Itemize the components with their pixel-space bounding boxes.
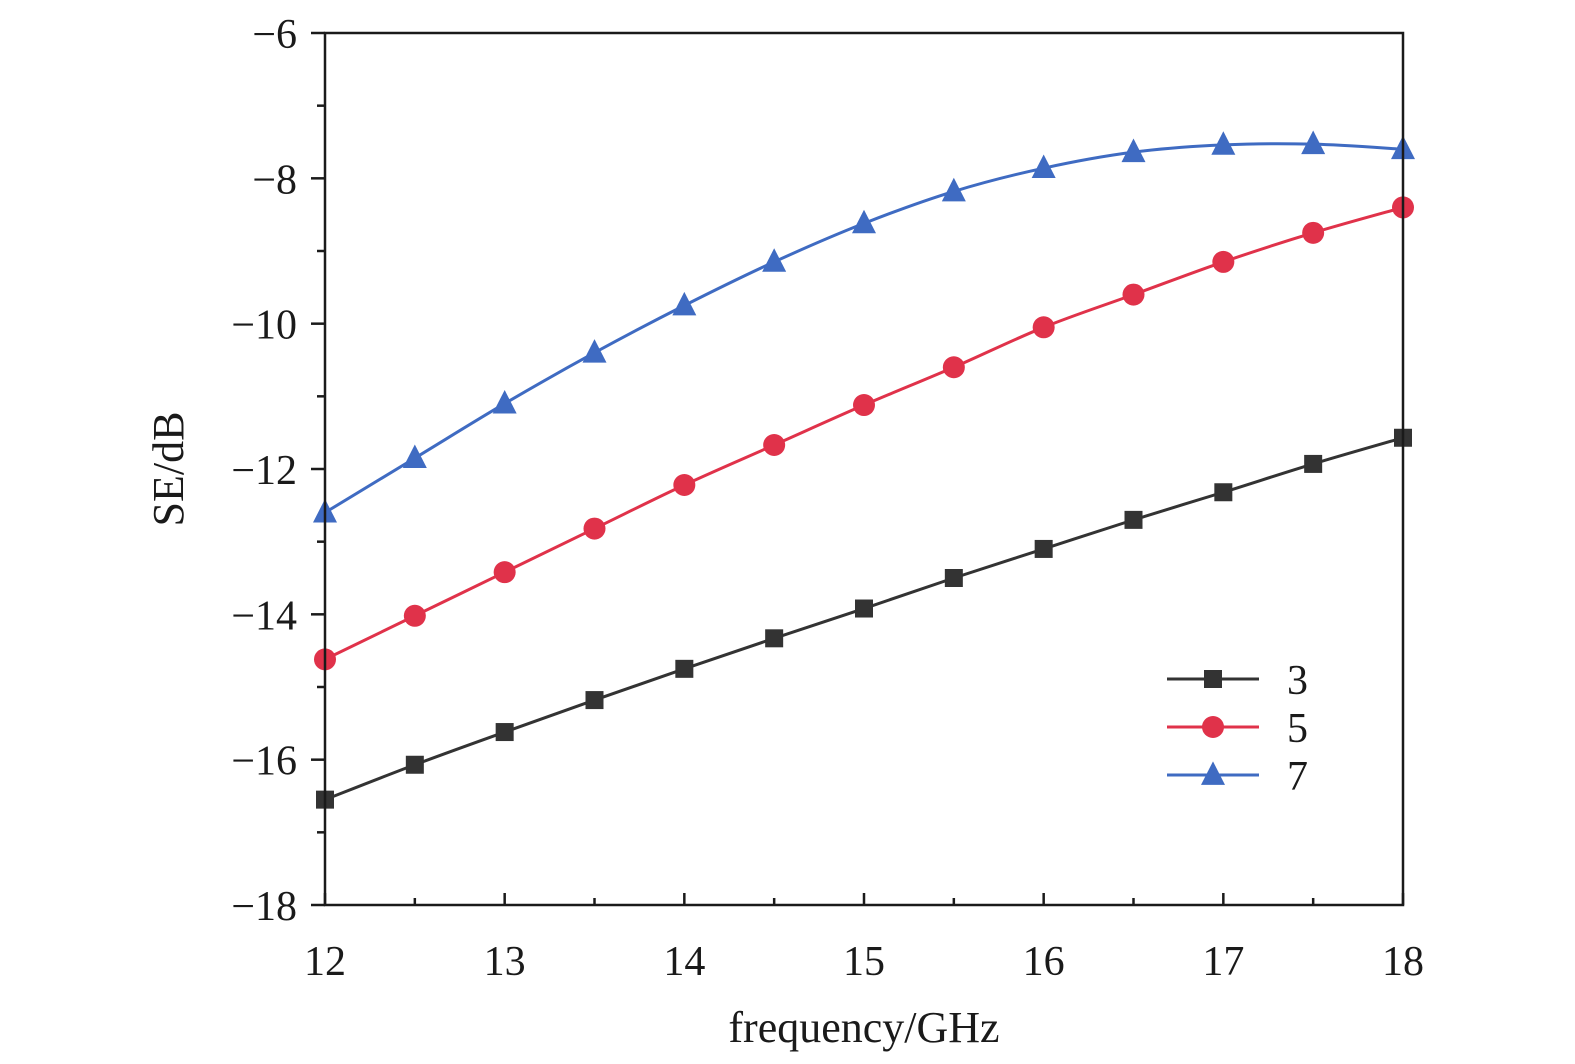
- plot-series: [313, 130, 1415, 809]
- data-point: [1301, 130, 1326, 155]
- series-line: [324, 142, 1404, 514]
- data-point: [403, 604, 426, 627]
- axis-ticks: 12 13 14 15 16 17 18 −6 −8 −10 −12 −14 −16 −18: [231, 12, 1424, 985]
- legend-item: 7: [1167, 754, 1308, 800]
- series-5: [314, 196, 1414, 671]
- data-point: [762, 248, 787, 272]
- x-tick-label: 15: [843, 939, 885, 985]
- data-point: [495, 723, 514, 742]
- data-point: [1302, 221, 1325, 244]
- data-point: [1031, 154, 1056, 179]
- legend-label: 7: [1287, 754, 1308, 800]
- data-point: [1211, 131, 1236, 155]
- legend-item: 5: [1167, 706, 1308, 752]
- legend-marker: [1202, 716, 1224, 738]
- x-tick-label: 14: [663, 939, 705, 985]
- data-point: [585, 691, 604, 710]
- legend-marker: [1201, 761, 1225, 785]
- data-point: [1034, 539, 1053, 558]
- x-tick-label: 17: [1202, 939, 1244, 985]
- data-point: [1214, 483, 1233, 502]
- x-tick-label: 12: [304, 939, 346, 985]
- data-point: [765, 629, 784, 648]
- data-point: [493, 561, 516, 584]
- data-point: [675, 659, 694, 678]
- x-tick-label: 13: [484, 939, 526, 985]
- x-axis-title: frequency/GHz: [728, 1003, 999, 1052]
- data-point: [1121, 138, 1146, 163]
- data-point: [852, 209, 876, 234]
- data-point: [673, 473, 696, 496]
- series-7: [313, 130, 1415, 523]
- data-point: [402, 444, 427, 468]
- data-point: [1304, 454, 1323, 473]
- data-point: [1212, 250, 1235, 273]
- y-tick-label: −10: [231, 303, 297, 349]
- legend-marker: [1204, 670, 1222, 688]
- legend-label: 5: [1287, 706, 1308, 752]
- data-point: [405, 755, 424, 774]
- y-tick-label: −14: [231, 593, 297, 639]
- y-tick-label: −6: [252, 12, 297, 58]
- y-tick-label: −16: [231, 739, 297, 785]
- legend: 357: [1167, 658, 1308, 800]
- data-point: [941, 177, 966, 202]
- y-tick-label: −18: [231, 884, 297, 930]
- y-axis-title: SE/dB: [144, 412, 193, 527]
- data-point: [1032, 316, 1055, 339]
- y-tick-label: −12: [231, 448, 297, 494]
- x-tick-label: 18: [1382, 939, 1424, 985]
- data-point: [583, 517, 606, 540]
- series-3: [316, 428, 1412, 809]
- legend-label: 3: [1287, 658, 1308, 704]
- data-point: [944, 569, 963, 587]
- series-line: [324, 436, 1404, 802]
- data-point: [672, 291, 697, 316]
- data-point: [1124, 510, 1143, 529]
- data-point: [853, 394, 875, 417]
- x-tick-label: 16: [1023, 939, 1065, 985]
- data-point: [582, 339, 607, 363]
- data-point: [942, 356, 965, 379]
- legend-item: 3: [1167, 658, 1308, 704]
- data-point: [492, 389, 517, 414]
- data-point: [1122, 283, 1145, 306]
- data-point: [763, 434, 786, 457]
- y-tick-label: −8: [252, 157, 297, 203]
- data-point: [855, 599, 873, 618]
- series-line: [324, 205, 1404, 661]
